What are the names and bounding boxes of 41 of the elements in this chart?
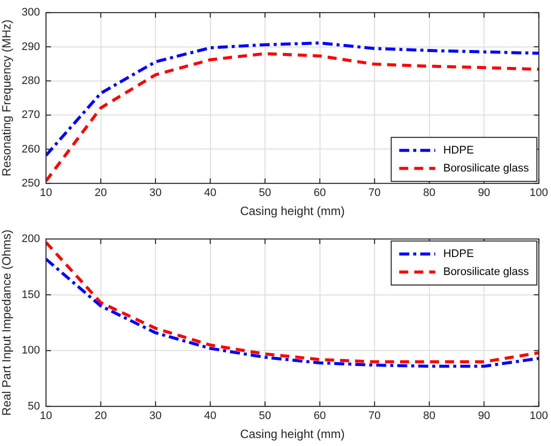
y-tick-label: 280 xyxy=(22,74,40,87)
x-tick-label: 90 xyxy=(478,410,490,422)
legend-label: Borosilicate glass xyxy=(443,162,530,174)
x-tick-label: 50 xyxy=(258,410,272,422)
line-series xyxy=(46,240,539,364)
x-tick-label: 70 xyxy=(368,410,381,422)
x-tick-label: 100 xyxy=(530,410,548,422)
line-series xyxy=(46,42,539,157)
y-tick-label: 300 xyxy=(22,6,40,19)
y-tick-label: 100 xyxy=(22,344,40,357)
legend-label: HDPE xyxy=(443,248,474,260)
y-tick-label: 260 xyxy=(22,143,40,156)
y-tick-label: 200 xyxy=(22,233,40,246)
y-tick-label: 150 xyxy=(22,288,40,301)
x-tick-label: 20 xyxy=(94,187,107,200)
line-series xyxy=(46,258,539,368)
x-tick-label: 80 xyxy=(423,187,436,200)
y-tick-label: 290 xyxy=(22,40,40,53)
x-tick-label: 80 xyxy=(423,410,436,422)
x-tick-label: 10 xyxy=(40,410,52,422)
y-axis-title: Real Part Input Impedance (Ohms) xyxy=(0,230,14,416)
x-tick-label: 70 xyxy=(368,187,381,200)
x-tick-label: 30 xyxy=(149,187,162,200)
x-axis-title: Casing height (mm) xyxy=(240,427,345,442)
x-tick-label: 40 xyxy=(204,187,216,200)
x-tick-label: 10 xyxy=(40,187,52,200)
x-tick-label: 40 xyxy=(204,410,216,422)
y-tick-label: 250 xyxy=(22,177,40,190)
x-tick-label: 50 xyxy=(258,187,272,200)
x-tick-label: 60 xyxy=(314,410,326,422)
legend-label: Borosilicate glass xyxy=(443,266,530,278)
x-tick-label: 20 xyxy=(94,410,107,422)
x-tick-label: 90 xyxy=(478,187,490,200)
x-tick-label: 60 xyxy=(314,187,326,200)
y-tick-label: 50 xyxy=(28,400,40,412)
x-axis-title: Casing height (mm) xyxy=(240,204,345,218)
x-tick-label: 100 xyxy=(530,187,548,200)
legend-label: HDPE xyxy=(443,144,474,156)
y-axis-title: Resonating Frequency (MHz) xyxy=(0,20,14,176)
y-tick-label: 270 xyxy=(22,109,40,122)
x-tick-label: 30 xyxy=(149,410,162,422)
